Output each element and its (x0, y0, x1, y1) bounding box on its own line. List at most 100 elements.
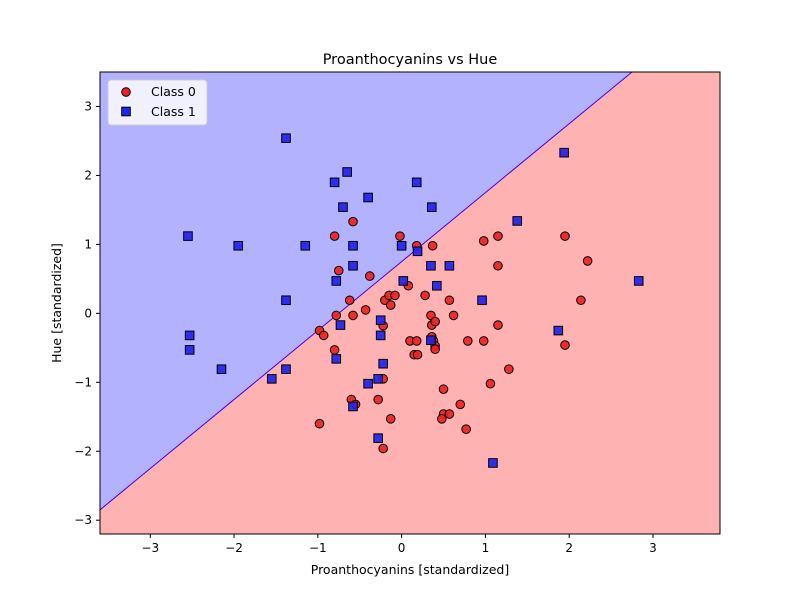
data-point-class-0 (430, 344, 440, 355)
data-point-class-1 (398, 276, 409, 286)
data-point-class-0 (331, 310, 342, 321)
data-point-class-0 (348, 216, 358, 227)
data-point-class-0 (420, 290, 430, 301)
data-point-class-1 (266, 374, 277, 384)
data-point-class-1 (373, 433, 383, 443)
data-point-class-0 (348, 310, 358, 321)
x-tick-label: −3 (141, 541, 159, 555)
x-axis-label: Proanthocyanins [standardized] (311, 562, 509, 577)
y-tick-label: −2 (74, 444, 92, 458)
data-point-class-1 (331, 354, 342, 364)
legend: Class 0 Class 1 (107, 79, 208, 126)
data-point-class-0 (373, 394, 383, 405)
data-point-class-0 (448, 310, 459, 321)
data-point-class-1 (633, 276, 644, 286)
y-tick-label: 2 (84, 168, 92, 182)
data-point-class-1 (375, 315, 386, 326)
data-point-class-0 (411, 336, 422, 346)
data-point-class-1 (331, 276, 342, 286)
data-point-class-1 (373, 374, 383, 384)
data-point-class-1 (363, 378, 373, 389)
data-point-class-0 (493, 231, 503, 241)
data-point-class-0 (560, 231, 570, 241)
data-point-class-0 (329, 345, 340, 355)
plot-frame (99, 71, 721, 535)
legend-box (107, 79, 208, 126)
data-point-class-0 (395, 231, 405, 241)
data-point-class-1 (281, 295, 291, 306)
data-point-class-1 (338, 202, 348, 212)
y-tick-label: −3 (74, 513, 92, 527)
legend-marker-class-0 (121, 87, 131, 97)
data-point-class-1 (329, 177, 340, 188)
x-axis-ticks: −3 −2 −1 0 1 2 3 (141, 534, 657, 555)
x-tick-label: −2 (225, 541, 243, 555)
data-point-class-0 (333, 265, 344, 276)
data-point-class-0 (444, 295, 455, 306)
data-point-class-1 (335, 320, 346, 330)
data-point-class-0 (504, 364, 514, 374)
data-point-class-0 (438, 384, 449, 394)
data-point-class-0 (364, 271, 375, 281)
data-point-class-0 (444, 409, 455, 419)
data-point-class-0 (485, 378, 496, 389)
y-axis-ticks: −3 −2 −1 0 1 2 3 (74, 99, 100, 527)
data-point-class-0 (329, 231, 340, 241)
data-point-class-1 (396, 240, 407, 251)
data-point-class-1 (477, 295, 487, 306)
legend-label-class-0: Class 0 (151, 84, 196, 99)
data-point-class-1 (553, 325, 564, 336)
data-point-class-1 (184, 345, 195, 355)
data-point-class-1 (281, 133, 291, 143)
data-point-class-1 (444, 260, 455, 271)
data-points (183, 133, 644, 468)
data-point-class-0 (560, 340, 570, 350)
data-point-class-0 (437, 414, 447, 424)
data-point-class-0 (430, 316, 440, 327)
data-point-class-1 (426, 260, 436, 271)
data-point-class-0 (461, 424, 471, 434)
data-point-class-0 (385, 300, 396, 310)
data-point-class-0 (427, 240, 438, 251)
y-tick-label: 1 (84, 237, 92, 251)
data-point-class-0 (412, 349, 423, 360)
x-tick-label: 2 (565, 541, 573, 555)
y-tick-label: −1 (74, 375, 92, 389)
legend-marker-class-1 (121, 106, 131, 117)
data-point-class-0 (385, 414, 396, 424)
data-point-class-0 (318, 330, 329, 341)
decision-boundary-line (99, 71, 633, 511)
data-point-class-1 (342, 167, 352, 177)
data-point-class-1 (348, 240, 358, 251)
chart-title: Proanthocyanins vs Hue (323, 52, 498, 68)
data-point-class-1 (426, 202, 437, 212)
y-tick-label: 3 (84, 99, 92, 113)
data-point-class-1 (375, 330, 386, 341)
data-point-class-1 (300, 240, 311, 251)
y-axis-label: Hue [standardized] (49, 243, 64, 363)
data-point-class-0 (478, 336, 489, 346)
data-point-class-1 (216, 364, 227, 374)
data-point-class-0 (576, 295, 586, 306)
data-point-class-1 (559, 147, 569, 158)
data-point-class-1 (348, 260, 358, 271)
data-point-class-0 (478, 236, 489, 246)
data-point-class-0 (344, 295, 355, 306)
data-point-class-1 (233, 240, 244, 251)
data-point-class-1 (281, 364, 291, 374)
data-point-class-1 (411, 177, 422, 188)
data-point-class-1 (488, 458, 498, 468)
x-tick-label: 1 (482, 541, 490, 555)
data-point-class-0 (493, 260, 503, 271)
x-tick-label: 3 (649, 541, 657, 555)
data-point-class-0 (314, 418, 325, 429)
data-point-class-1 (512, 216, 523, 226)
y-tick-label: 0 (84, 306, 92, 320)
data-point-class-1 (184, 330, 195, 341)
data-point-class-0 (582, 256, 593, 266)
data-point-class-0 (455, 399, 466, 410)
plot-area (99, 71, 720, 534)
data-point-class-1 (363, 192, 373, 203)
data-point-class-0 (360, 305, 371, 315)
